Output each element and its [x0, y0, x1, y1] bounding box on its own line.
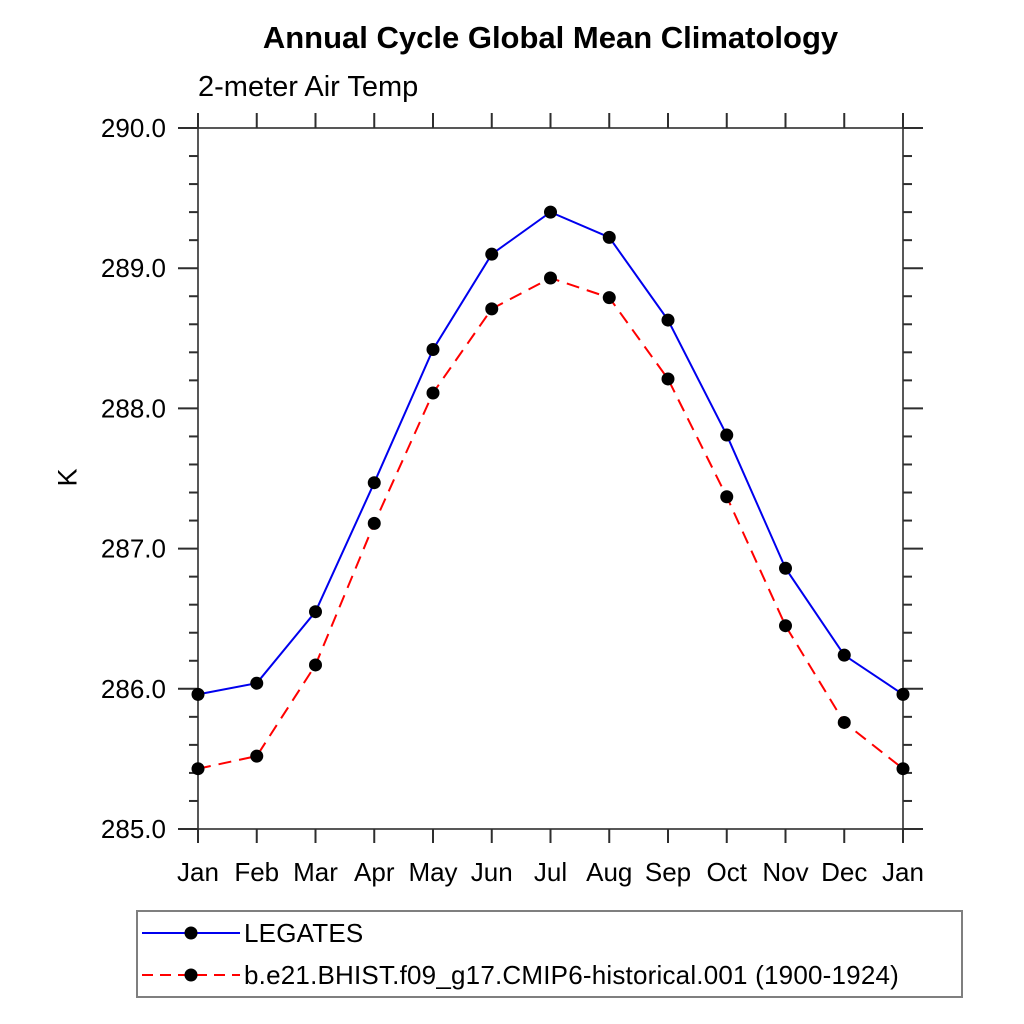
chart-subtitle: 2-meter Air Temp — [198, 71, 419, 103]
y-tick-label: 287.0 — [101, 534, 166, 564]
plot-area: 285.0 286.0 287.0 288.0 289.0 290.0 Jan Feb Mar A… — [101, 113, 924, 887]
plot-frame — [197, 127, 904, 830]
x-tick-label: Jan — [882, 857, 924, 887]
legend-sample-marker — [184, 968, 198, 982]
series-marker-0 — [191, 687, 205, 701]
series-marker-1 — [426, 386, 440, 400]
series-marker-0 — [426, 343, 440, 357]
x-tick-label: Sep — [645, 857, 691, 887]
legend-label: LEGATES — [244, 917, 364, 948]
series-marker-1 — [896, 762, 910, 776]
legend-label: b.e21.BHIST.f09_g17.CMIP6-historical.001… — [244, 959, 899, 990]
series-marker-0 — [602, 230, 616, 244]
series-marker-0 — [837, 648, 851, 662]
legend-item-model: b.e21.BHIST.f09_g17.CMIP6-historical.001… — [142, 954, 961, 996]
x-tick-label: Aug — [586, 857, 632, 887]
series-marker-1 — [720, 490, 734, 504]
series-marker-0 — [485, 247, 499, 261]
series-marker-0 — [779, 561, 792, 575]
series-marker-0 — [309, 605, 322, 619]
series-marker-1 — [602, 291, 616, 305]
x-tick-label: Jun — [471, 857, 513, 887]
x-tick-label: Dec — [821, 857, 867, 887]
series-marker-1 — [485, 302, 499, 316]
series-marker-0 — [544, 205, 557, 219]
x-tick-label: Feb — [234, 857, 279, 887]
chart-title: Annual Cycle Global Mean Climatology — [262, 20, 839, 55]
y-tick-label: 286.0 — [101, 674, 166, 704]
y-tick-label: 285.0 — [101, 814, 166, 844]
series-marker-1 — [191, 762, 205, 776]
series-marker-1 — [837, 715, 851, 729]
series-marker-1 — [250, 749, 264, 763]
y-tick-label: 290.0 — [101, 113, 166, 143]
series-marker-1 — [779, 619, 792, 633]
series-line-1 — [197, 276, 904, 770]
series-marker-0 — [250, 676, 264, 690]
series-marker-0 — [720, 428, 734, 442]
series-marker-1 — [661, 372, 675, 386]
y-tick-label: 288.0 — [101, 393, 166, 423]
series-marker-1 — [309, 658, 322, 672]
y-tick-label: 289.0 — [101, 253, 166, 283]
legend-item-legates: LEGATES — [142, 912, 961, 954]
x-tick-label: Nov — [762, 857, 808, 887]
series-marker-0 — [896, 687, 910, 701]
series-marker-0 — [367, 476, 381, 490]
x-tick-label: Apr — [354, 857, 395, 887]
legend: LEGATES b.e21.BHIST.f09_g17.CMIP6-histor… — [136, 910, 963, 998]
x-tick-label: Jan — [177, 857, 219, 887]
series-marker-1 — [367, 516, 381, 530]
legend-line-sample-icon — [142, 968, 240, 982]
x-tick-label: Oct — [707, 857, 748, 887]
legend-sample-marker — [184, 926, 198, 940]
x-tick-label: May — [408, 857, 457, 887]
series-marker-0 — [661, 313, 675, 327]
series-marker-1 — [544, 271, 557, 285]
x-tick-label: Mar — [293, 857, 338, 887]
legend-line-sample-icon — [142, 926, 240, 940]
x-tick-label: Jul — [534, 857, 567, 887]
